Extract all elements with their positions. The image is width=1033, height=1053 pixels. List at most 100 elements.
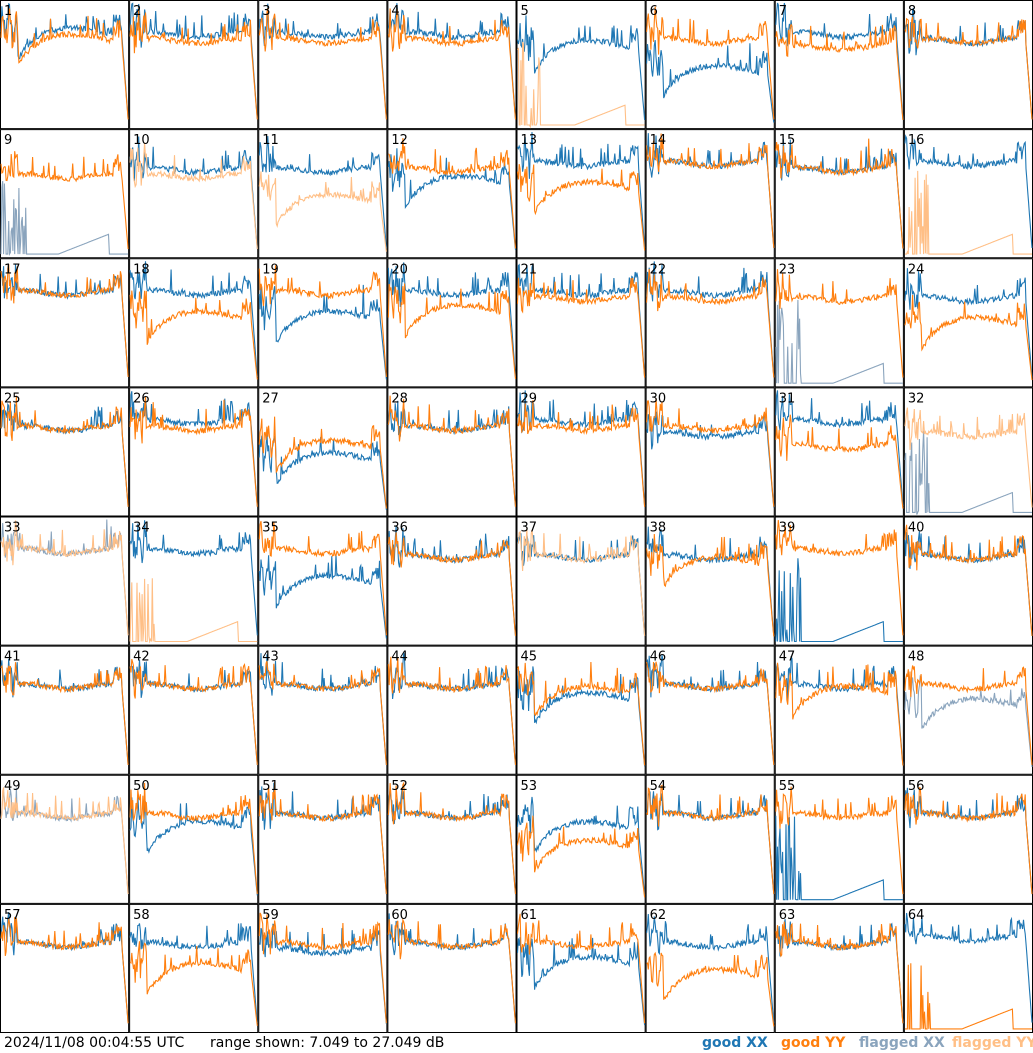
panel-label-57: 57 (4, 908, 21, 923)
panel-50: 50 (129, 774, 259, 904)
panel-frame (0, 387, 130, 517)
panel-59: 59 (258, 903, 388, 1033)
series-yy-62 (646, 951, 775, 1027)
panel-28: 28 (387, 387, 517, 517)
panel-label-51: 51 (262, 779, 279, 794)
panel-11: 11 (258, 129, 388, 259)
panel-frame (129, 0, 259, 130)
panel-frame (516, 903, 646, 1033)
panel-label-64: 64 (908, 908, 925, 923)
panel-label-2: 2 (133, 4, 141, 19)
panel-3: 3 (258, 0, 388, 130)
panel-12: 12 (387, 129, 517, 259)
panel-46: 46 (645, 645, 775, 775)
series-yy-60 (387, 917, 517, 1024)
panel-27: 27 (258, 387, 388, 517)
panel-frame (387, 645, 517, 775)
series-xx-27 (258, 432, 387, 510)
panel-label-42: 42 (133, 650, 150, 665)
series-yy-34 (129, 578, 258, 644)
panel-frame (516, 0, 646, 130)
panel-label-4: 4 (391, 4, 399, 19)
series-yy-63 (775, 921, 904, 1024)
series-yy-29 (516, 400, 646, 507)
series-yy-61 (516, 913, 646, 1024)
panel-40: 40 (903, 516, 1033, 646)
panel-24: 24 (903, 258, 1033, 388)
series-yy-41 (0, 662, 129, 766)
series-yy-30 (646, 398, 775, 507)
panel-label-53: 53 (521, 779, 538, 794)
panel-16: 16 (903, 129, 1033, 259)
panel-label-15: 15 (779, 133, 796, 148)
panel-label-36: 36 (391, 521, 408, 536)
panel-label-47: 47 (779, 650, 796, 665)
panel-44: 44 (387, 645, 517, 775)
panel-32: 32 (903, 387, 1033, 517)
panel-label-60: 60 (391, 908, 408, 923)
panel-label-9: 9 (4, 133, 12, 148)
panel-label-6: 6 (650, 4, 658, 19)
panel-label-10: 10 (133, 133, 150, 148)
panel-20: 20 (387, 258, 517, 388)
series-yy-11 (258, 171, 387, 252)
panel-label-41: 41 (4, 650, 21, 665)
panel-frame (0, 774, 130, 904)
panel-4: 4 (387, 0, 517, 130)
series-xx-31 (775, 390, 904, 507)
panel-43: 43 (258, 645, 388, 775)
panel-label-63: 63 (779, 908, 796, 923)
series-yy-17 (0, 263, 129, 378)
series-yy-49 (0, 787, 129, 895)
panel-label-30: 30 (650, 391, 667, 406)
panel-53: 53 (516, 774, 646, 904)
panel-label-29: 29 (521, 391, 538, 406)
series-yy-46 (646, 661, 775, 766)
series-xx-55 (775, 815, 903, 901)
panel-label-59: 59 (262, 908, 279, 923)
series-yy-48 (904, 665, 1033, 766)
series-xx-21 (516, 263, 646, 378)
panel-label-8: 8 (908, 4, 916, 19)
panel-label-55: 55 (779, 779, 796, 794)
panel-frame (774, 129, 904, 259)
series-yy-7 (775, 23, 904, 121)
panel-frame (774, 0, 904, 130)
series-yy-23 (775, 269, 904, 378)
timestamp: 2024/11/08 00:04:55 UTC (4, 1035, 185, 1051)
range-text: range shown: 7.049 to 27.049 dB (210, 1035, 445, 1051)
panel-frame (387, 129, 517, 259)
panel-22: 22 (645, 258, 775, 388)
series-xx-19 (258, 284, 387, 380)
series-yy-39 (775, 519, 904, 636)
panel-label-7: 7 (779, 4, 787, 19)
series-xx-16 (904, 134, 1033, 248)
series-xx-64 (904, 912, 1033, 1023)
series-yy-55 (775, 786, 904, 895)
panel-29: 29 (516, 387, 646, 517)
series-xx-6 (646, 40, 775, 123)
panel-49: 49 (0, 774, 130, 904)
series-xx-58 (129, 923, 258, 1024)
panel-label-38: 38 (650, 521, 667, 536)
panel-frame (774, 645, 904, 775)
panel-label-43: 43 (262, 650, 279, 665)
series-yy-10 (129, 142, 258, 250)
panel-label-5: 5 (521, 4, 529, 19)
panel-54: 54 (645, 774, 775, 904)
panel-label-32: 32 (908, 391, 925, 406)
panel-45: 45 (516, 645, 646, 775)
series-xx-39 (775, 558, 903, 643)
series-yy-47 (775, 662, 904, 766)
series-yy-24 (904, 294, 1033, 381)
panel-47: 47 (774, 645, 904, 775)
panel-label-19: 19 (262, 262, 279, 277)
series-yy-3 (258, 7, 387, 120)
panel-25: 25 (0, 387, 130, 517)
panel-5: 5 (516, 0, 646, 130)
panel-frame (903, 645, 1033, 775)
panel-10: 10 (129, 129, 259, 259)
legend-flagged-xx: flagged XX (859, 1035, 945, 1051)
panel-64: 64 (903, 903, 1033, 1033)
